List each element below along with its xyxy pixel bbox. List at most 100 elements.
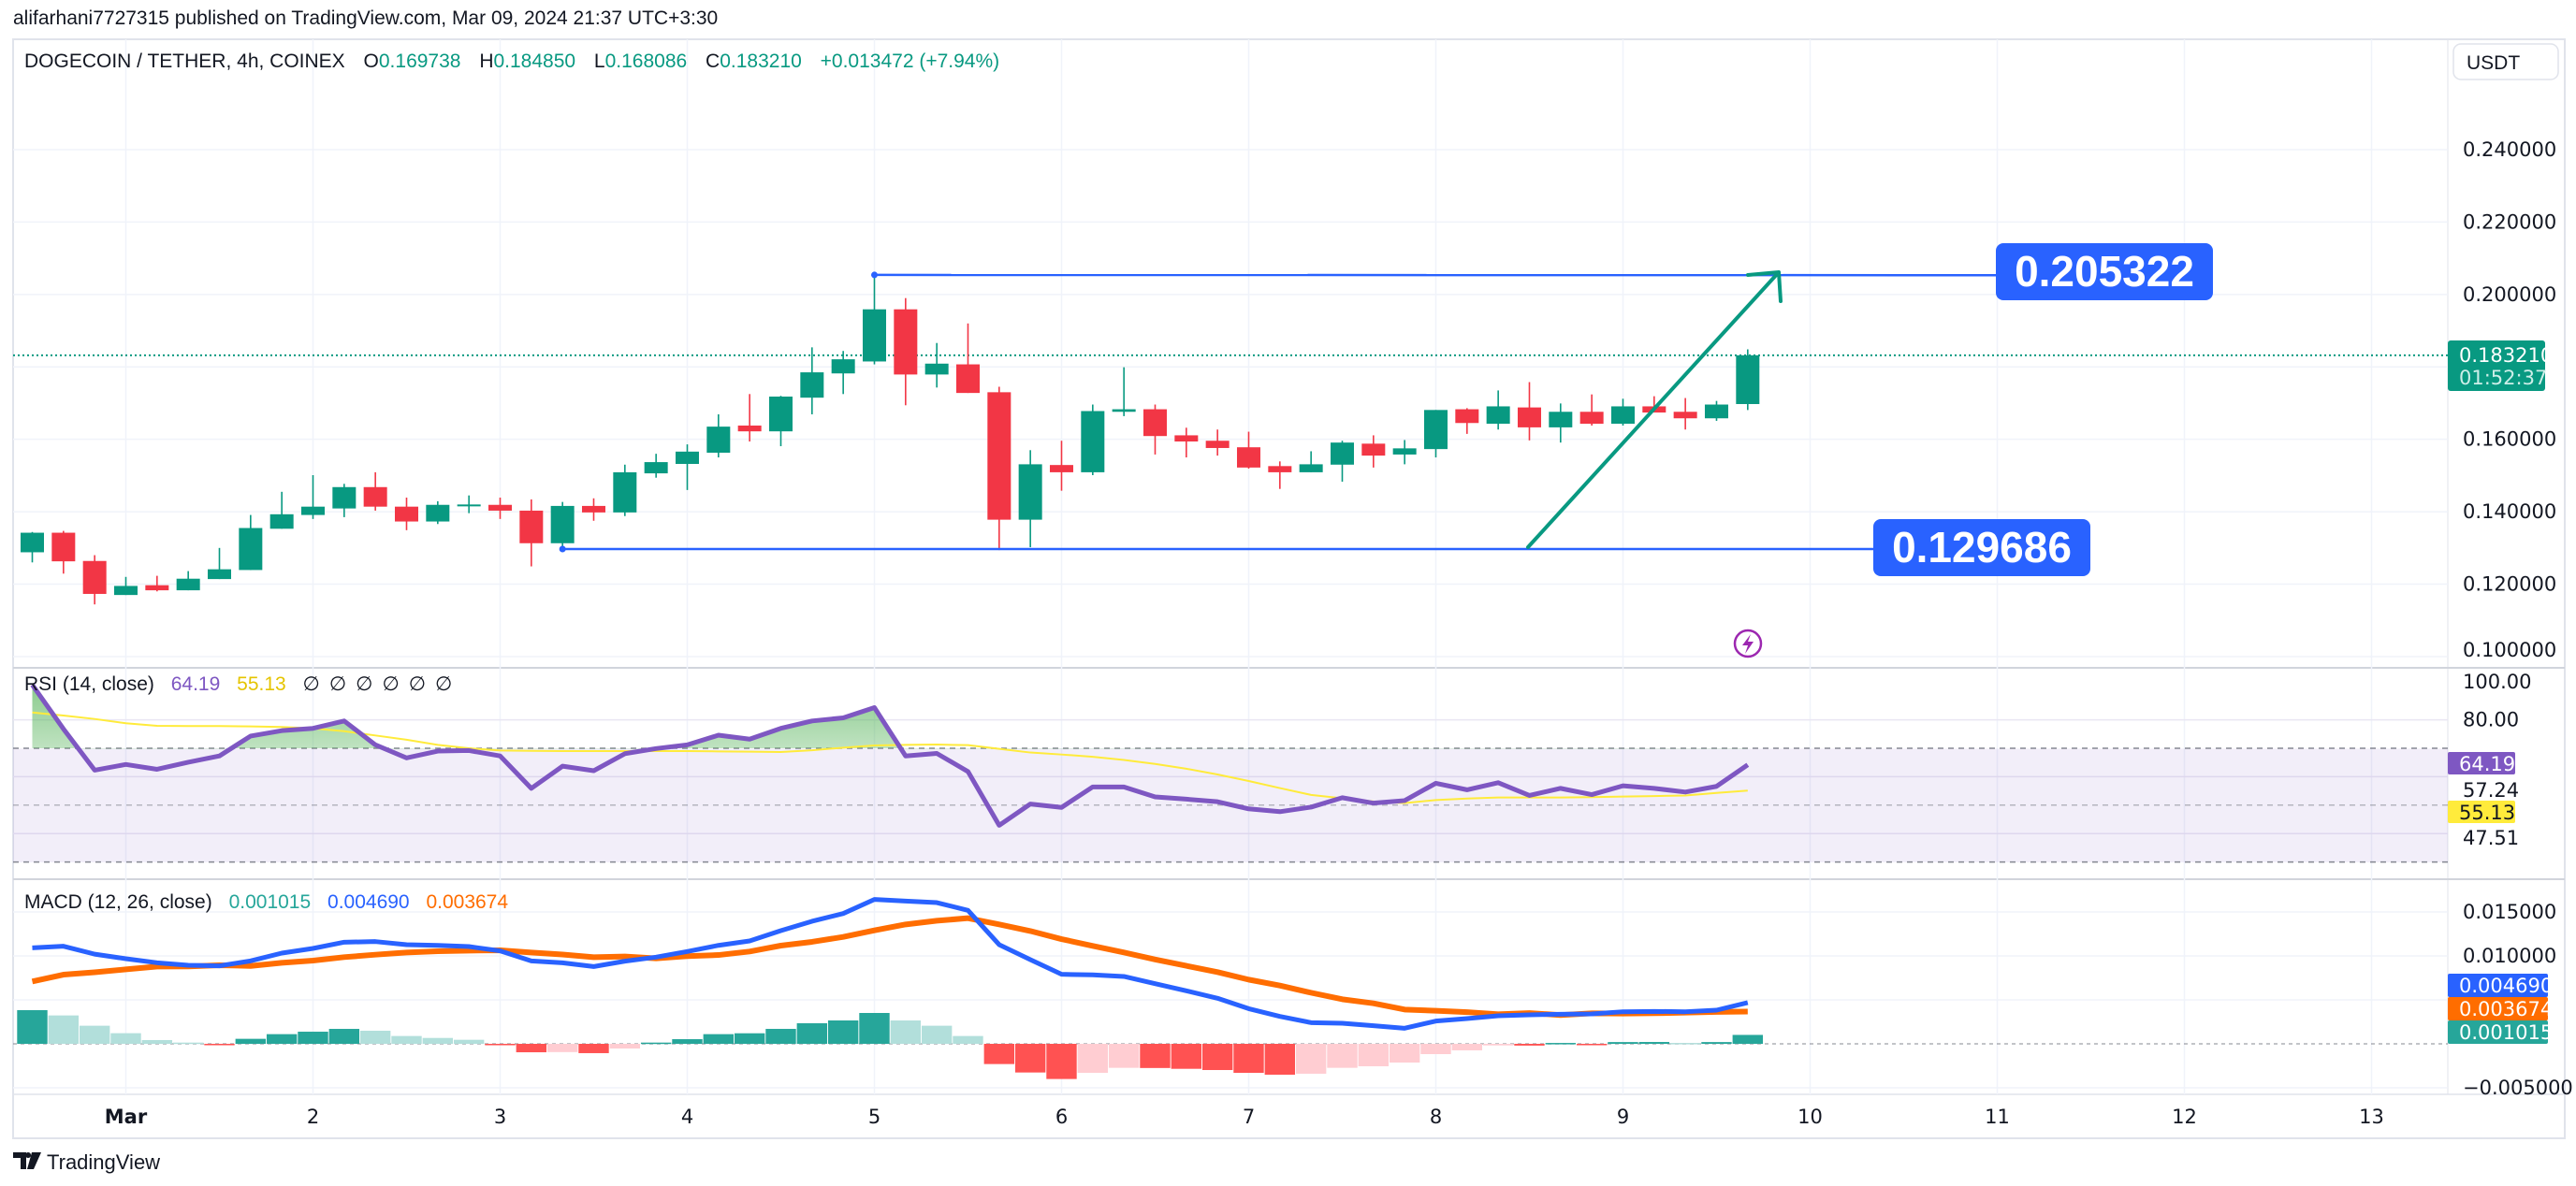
candle-down[interactable] bbox=[581, 498, 605, 521]
close-value: 0.183210 bbox=[720, 51, 802, 72]
candle-down[interactable] bbox=[145, 575, 169, 592]
candle-body bbox=[207, 569, 231, 580]
candle-up[interactable] bbox=[1112, 367, 1136, 416]
candle-down[interactable] bbox=[1517, 382, 1541, 441]
candle-down[interactable] bbox=[1361, 435, 1386, 468]
candle-down[interactable] bbox=[987, 386, 1011, 551]
candle-body bbox=[426, 504, 450, 522]
candle-down[interactable] bbox=[1142, 404, 1167, 455]
candle-down[interactable] bbox=[1236, 431, 1260, 470]
candle-up[interactable] bbox=[1549, 403, 1573, 443]
candle-up[interactable] bbox=[457, 495, 481, 513]
macd-legend: MACD (12, 26, close) 0.001015 0.004690 0… bbox=[24, 891, 508, 913]
time-label: 8 bbox=[1430, 1106, 1442, 1128]
candle-up[interactable] bbox=[1299, 451, 1323, 472]
candle-up[interactable] bbox=[1392, 440, 1417, 465]
candle-up[interactable] bbox=[1610, 398, 1635, 426]
macd-histogram-bar bbox=[640, 1042, 672, 1045]
rsi-axis-label: 47.51 bbox=[2463, 827, 2519, 849]
candle-down[interactable] bbox=[519, 499, 544, 567]
projection-arrow[interactable] bbox=[1526, 270, 1783, 549]
candle-down[interactable] bbox=[894, 297, 918, 406]
candle-down[interactable] bbox=[1268, 461, 1292, 489]
candle-down[interactable] bbox=[737, 394, 762, 442]
svg-text:64.19: 64.19 bbox=[2459, 753, 2515, 775]
candle-up[interactable] bbox=[1486, 390, 1510, 430]
candle-body bbox=[955, 364, 980, 394]
rsi-value: 64.19 bbox=[171, 673, 221, 695]
candle-up[interactable] bbox=[176, 571, 200, 591]
candle-body bbox=[21, 532, 44, 553]
candle-up[interactable] bbox=[768, 396, 793, 447]
macd-histogram-bar bbox=[235, 1038, 267, 1044]
candle-body bbox=[768, 397, 793, 432]
macd-histogram-bar bbox=[298, 1032, 328, 1044]
candle-down[interactable] bbox=[1579, 394, 1604, 426]
price-axis-label: 0.200000 bbox=[2463, 283, 2556, 306]
candle-down[interactable] bbox=[1205, 429, 1230, 456]
candle-body bbox=[1299, 464, 1323, 472]
candle-down[interactable] bbox=[1174, 427, 1199, 458]
lower-level-label[interactable]: 0.129686 bbox=[1873, 519, 2090, 576]
macd-histogram-bar bbox=[266, 1034, 298, 1044]
macd-axis-label: 0.015000 bbox=[2463, 901, 2556, 923]
upper-level-label[interactable]: 0.205322 bbox=[1996, 243, 2213, 300]
candle-down[interactable] bbox=[488, 498, 512, 519]
candle-body bbox=[894, 309, 918, 375]
lower-level-anchor[interactable] bbox=[559, 545, 566, 553]
candle-body bbox=[1174, 435, 1199, 442]
candle-up[interactable] bbox=[1018, 450, 1042, 548]
macd-pane[interactable] bbox=[17, 897, 1764, 1079]
candle-up[interactable] bbox=[300, 475, 325, 519]
candle-down[interactable] bbox=[1673, 398, 1697, 430]
candle-up[interactable] bbox=[924, 342, 949, 388]
macd-histogram-bar bbox=[1451, 1044, 1483, 1050]
candle-up[interactable] bbox=[550, 501, 575, 548]
candle-up[interactable] bbox=[1330, 441, 1354, 482]
candle-up[interactable] bbox=[613, 464, 637, 516]
candle-up[interactable] bbox=[1704, 400, 1728, 421]
candle-up[interactable] bbox=[207, 547, 231, 580]
candle-down[interactable] bbox=[82, 555, 107, 605]
candle-up[interactable] bbox=[644, 454, 668, 478]
candle-down[interactable] bbox=[363, 471, 387, 511]
candle-up[interactable] bbox=[1081, 404, 1105, 476]
candle-up[interactable] bbox=[706, 413, 731, 458]
macd-histogram-bar bbox=[1669, 1043, 1701, 1045]
rsi-pane[interactable] bbox=[30, 683, 1750, 828]
grid bbox=[13, 39, 2448, 1094]
candle-up[interactable] bbox=[113, 576, 138, 596]
candle-up[interactable] bbox=[862, 275, 886, 365]
candle-down[interactable] bbox=[1049, 441, 1073, 491]
candle-up[interactable] bbox=[239, 514, 263, 571]
candle-up[interactable] bbox=[1736, 349, 1760, 411]
candle-body bbox=[1049, 465, 1073, 472]
candle-up[interactable] bbox=[426, 500, 450, 525]
macd-histogram-bar bbox=[1077, 1044, 1109, 1074]
candle-down[interactable] bbox=[51, 530, 76, 574]
candle-body bbox=[1736, 354, 1760, 404]
candle-up[interactable] bbox=[1423, 410, 1448, 458]
candle-up[interactable] bbox=[269, 491, 294, 529]
candle-up[interactable] bbox=[675, 444, 699, 490]
price-pane[interactable] bbox=[13, 270, 2448, 605]
macd-histogram-bar bbox=[1608, 1042, 1638, 1044]
upper-level-anchor[interactable] bbox=[870, 271, 878, 279]
rsi-ma-tag: 55.13 bbox=[2448, 801, 2515, 824]
macd-histogram-bar bbox=[1389, 1044, 1420, 1063]
candle-down[interactable] bbox=[1455, 408, 1479, 434]
candle-up[interactable] bbox=[800, 347, 824, 414]
candle-up[interactable] bbox=[21, 531, 44, 563]
currency-button[interactable]: USDT bbox=[2452, 43, 2559, 80]
candle-body bbox=[1549, 412, 1573, 427]
candle-down[interactable] bbox=[955, 323, 980, 394]
candle-down[interactable] bbox=[394, 498, 418, 530]
lightning-icon[interactable] bbox=[1733, 629, 1763, 658]
candle-up[interactable] bbox=[332, 484, 357, 517]
candle-body bbox=[644, 462, 668, 474]
candle-up[interactable] bbox=[831, 351, 855, 395]
macd-histogram-bar bbox=[1420, 1044, 1451, 1054]
lower-level-value: 0.129686 bbox=[1892, 523, 2072, 571]
tradingview-logo: TradingView bbox=[13, 1150, 160, 1174]
